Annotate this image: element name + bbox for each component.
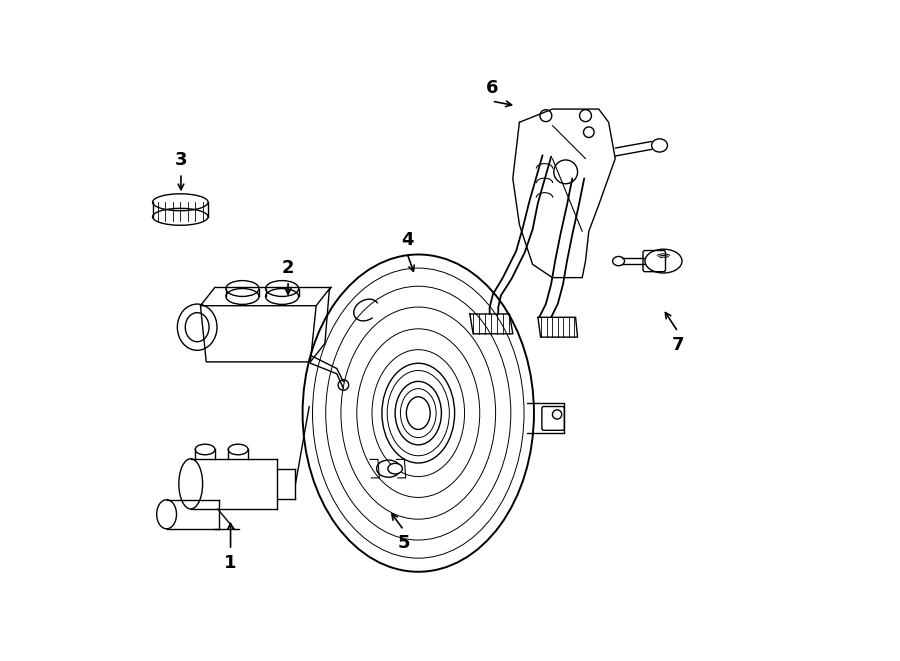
Text: 3: 3: [175, 151, 187, 169]
Text: 6: 6: [485, 79, 498, 97]
Text: 4: 4: [400, 231, 413, 249]
Text: 5: 5: [398, 534, 410, 553]
Text: 2: 2: [282, 258, 294, 277]
Ellipse shape: [388, 463, 402, 474]
Ellipse shape: [407, 397, 430, 430]
Text: 7: 7: [671, 336, 684, 354]
Text: 1: 1: [224, 554, 237, 572]
